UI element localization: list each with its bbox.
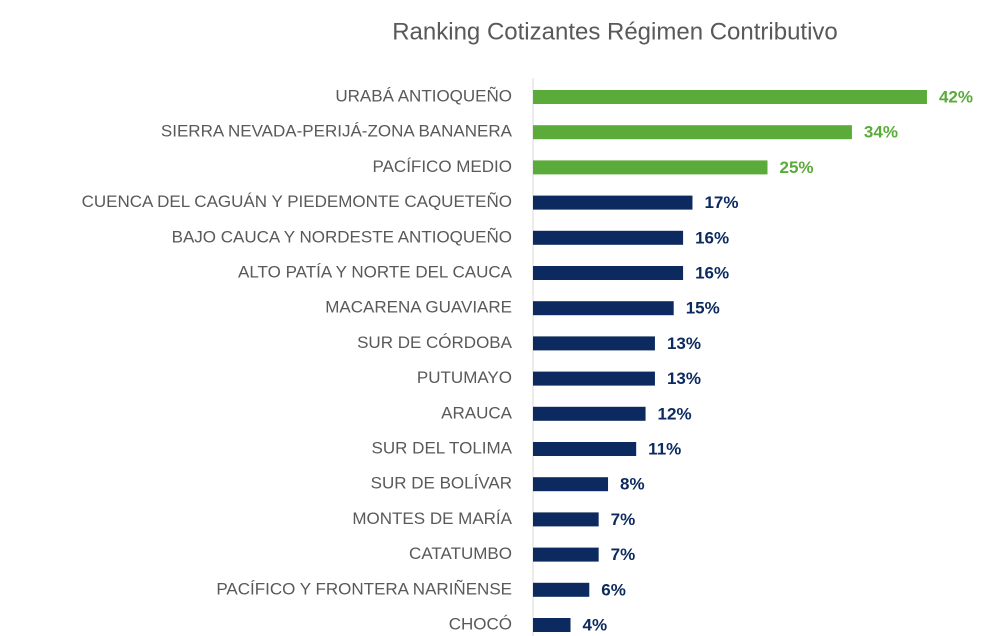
- value-label: 42%: [939, 87, 973, 106]
- category-label: CHOCÓ: [449, 614, 512, 633]
- value-label: 7%: [611, 510, 636, 529]
- bar: [533, 442, 637, 456]
- bar: [533, 618, 571, 632]
- category-label: SUR DE CÓRDOBA: [357, 333, 513, 352]
- category-label: MACARENA GUAVIARE: [325, 298, 512, 317]
- value-label: 13%: [667, 369, 701, 388]
- bar: [533, 336, 655, 351]
- bar: [533, 371, 655, 386]
- bar: [533, 547, 599, 562]
- value-label: 15%: [686, 299, 720, 318]
- bar: [533, 512, 599, 527]
- bar: [533, 301, 674, 316]
- value-label: 4%: [583, 615, 608, 634]
- bar: [533, 125, 852, 140]
- bar: [533, 160, 768, 175]
- bar: [533, 90, 927, 104]
- category-label: PUTUMAYO: [417, 368, 512, 387]
- category-label: SIERRA NEVADA-PERIJÁ-ZONA BANANERA: [161, 122, 513, 141]
- category-label: SUR DE BOLÍVAR: [371, 474, 512, 493]
- value-label: 34%: [864, 123, 898, 142]
- value-label: 16%: [695, 263, 729, 282]
- category-label: BAJO CAUCA Y NORDESTE ANTIOQUEÑO: [172, 227, 512, 246]
- bar: [533, 266, 684, 280]
- chart-title: Ranking Cotizantes Régimen Contributivo: [392, 18, 838, 45]
- category-label: PACÍFICO MEDIO: [373, 157, 512, 176]
- category-label: ARAUCA: [441, 403, 513, 422]
- bar: [533, 406, 646, 421]
- value-label: 25%: [780, 158, 814, 177]
- bar: [533, 477, 609, 492]
- category-label: ALTO PATÍA Y NORTE DEL CAUCA: [238, 262, 513, 281]
- value-label: 16%: [695, 228, 729, 247]
- bar: [533, 230, 684, 245]
- value-label: 13%: [667, 334, 701, 353]
- category-label: CATATUMBO: [409, 544, 512, 563]
- bar: [533, 195, 693, 210]
- value-label: 17%: [704, 193, 738, 212]
- value-label: 12%: [658, 404, 692, 423]
- value-label: 8%: [620, 475, 645, 494]
- bar: [533, 582, 590, 597]
- category-label: SUR DEL TOLIMA: [372, 438, 513, 457]
- category-label: PACÍFICO Y FRONTERA NARIÑENSE: [216, 579, 512, 598]
- value-label: 11%: [648, 439, 681, 458]
- value-label: 7%: [611, 545, 636, 564]
- category-label: URABÁ ANTIOQUEÑO: [335, 86, 512, 105]
- category-label: CUENCA DEL CAGUÁN Y PIEDEMONTE CAQUETEÑO: [82, 192, 512, 211]
- category-label: MONTES DE MARÍA: [352, 509, 512, 528]
- value-label: 6%: [601, 580, 626, 599]
